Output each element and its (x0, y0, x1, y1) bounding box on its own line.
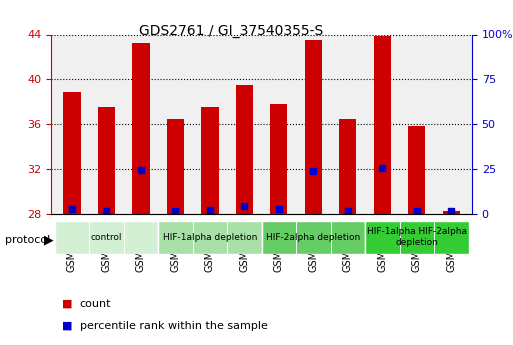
Text: HIF-1alpha depletion: HIF-1alpha depletion (163, 233, 257, 242)
Bar (167, 119, 184, 214)
Text: HIF-2alpha depletion: HIF-2alpha depletion (266, 233, 361, 242)
Point (309, 168, 318, 174)
Text: ■: ■ (62, 299, 72, 308)
Bar (236, 85, 253, 214)
Bar (64, 92, 81, 214)
Point (68, 207, 76, 212)
Point (275, 207, 283, 212)
Bar (132, 43, 150, 214)
Text: ■: ■ (62, 321, 72, 331)
Bar (408, 127, 425, 214)
FancyBboxPatch shape (365, 221, 468, 254)
Text: count: count (80, 299, 111, 308)
Point (206, 208, 214, 213)
Text: GDS2761 / GI_37540355-S: GDS2761 / GI_37540355-S (139, 24, 323, 38)
Bar (443, 210, 460, 214)
Point (447, 208, 456, 214)
Bar (270, 104, 287, 214)
Text: HIF-1alpha HIF-2alpha
depletion: HIF-1alpha HIF-2alpha depletion (367, 227, 467, 247)
Bar (305, 40, 322, 214)
Text: control: control (91, 233, 122, 242)
Point (344, 208, 352, 214)
Text: ▶: ▶ (44, 233, 53, 246)
Point (103, 208, 111, 214)
Bar (98, 107, 115, 214)
Point (378, 165, 386, 171)
Bar (201, 107, 219, 214)
Text: percentile rank within the sample: percentile rank within the sample (80, 321, 267, 331)
FancyBboxPatch shape (262, 221, 365, 254)
Bar (373, 36, 391, 214)
FancyBboxPatch shape (158, 221, 262, 254)
Point (412, 208, 421, 214)
Point (171, 208, 180, 214)
FancyBboxPatch shape (55, 221, 158, 254)
Bar (339, 119, 357, 214)
Text: protocol: protocol (5, 235, 50, 245)
Point (240, 203, 248, 209)
Point (137, 167, 145, 173)
